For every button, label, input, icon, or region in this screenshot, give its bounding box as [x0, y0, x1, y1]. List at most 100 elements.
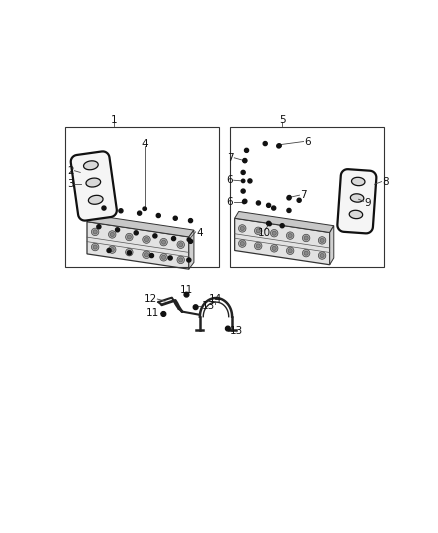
- Circle shape: [109, 246, 116, 253]
- Text: 12: 12: [143, 294, 156, 304]
- Circle shape: [160, 238, 167, 246]
- Text: 7: 7: [227, 153, 233, 163]
- Circle shape: [286, 232, 294, 239]
- Text: 5: 5: [279, 115, 286, 125]
- Circle shape: [239, 240, 246, 247]
- Circle shape: [184, 292, 189, 297]
- Circle shape: [138, 211, 141, 215]
- Circle shape: [126, 248, 133, 256]
- Polygon shape: [88, 195, 103, 204]
- Circle shape: [244, 148, 249, 152]
- Polygon shape: [86, 178, 101, 187]
- Circle shape: [160, 254, 167, 261]
- Circle shape: [239, 225, 246, 232]
- Circle shape: [320, 254, 324, 257]
- Circle shape: [254, 227, 262, 235]
- Circle shape: [243, 158, 247, 163]
- Circle shape: [241, 171, 245, 174]
- Circle shape: [102, 206, 106, 210]
- Circle shape: [302, 235, 310, 242]
- Circle shape: [109, 231, 116, 238]
- Text: 2: 2: [67, 166, 74, 176]
- Circle shape: [277, 144, 281, 148]
- Text: 13: 13: [201, 301, 215, 311]
- Circle shape: [173, 216, 177, 220]
- Circle shape: [172, 237, 176, 241]
- Circle shape: [93, 245, 97, 249]
- Circle shape: [156, 214, 160, 217]
- Circle shape: [278, 144, 281, 147]
- Circle shape: [187, 258, 191, 262]
- Circle shape: [149, 254, 154, 257]
- Circle shape: [256, 229, 260, 233]
- Polygon shape: [235, 212, 334, 232]
- Polygon shape: [337, 169, 376, 233]
- Circle shape: [126, 233, 133, 241]
- Text: 7: 7: [300, 190, 307, 200]
- Circle shape: [288, 196, 291, 199]
- Circle shape: [241, 189, 245, 193]
- Text: 10: 10: [258, 228, 271, 238]
- Circle shape: [134, 231, 138, 235]
- Circle shape: [318, 252, 326, 259]
- Circle shape: [241, 179, 245, 183]
- Text: 6: 6: [304, 136, 311, 147]
- Circle shape: [187, 238, 191, 241]
- Circle shape: [270, 230, 278, 237]
- Circle shape: [320, 238, 324, 243]
- Circle shape: [304, 251, 308, 255]
- Circle shape: [92, 228, 99, 236]
- Circle shape: [162, 255, 166, 260]
- Text: 14: 14: [208, 294, 222, 304]
- Circle shape: [153, 234, 157, 238]
- Polygon shape: [84, 161, 98, 170]
- Circle shape: [286, 247, 294, 254]
- Polygon shape: [87, 222, 189, 269]
- Circle shape: [177, 241, 184, 248]
- Circle shape: [256, 244, 260, 248]
- Circle shape: [243, 199, 247, 203]
- Circle shape: [107, 248, 111, 253]
- Circle shape: [143, 251, 150, 259]
- Circle shape: [272, 246, 276, 251]
- Circle shape: [288, 233, 292, 238]
- Circle shape: [116, 228, 120, 232]
- Circle shape: [240, 227, 244, 230]
- Circle shape: [243, 200, 246, 204]
- Circle shape: [97, 225, 101, 229]
- Circle shape: [243, 159, 247, 163]
- Polygon shape: [87, 215, 194, 237]
- Text: 4: 4: [141, 139, 148, 149]
- Circle shape: [304, 236, 308, 240]
- Circle shape: [267, 221, 271, 225]
- Text: 6: 6: [226, 175, 233, 185]
- Circle shape: [177, 256, 184, 264]
- Polygon shape: [235, 218, 330, 265]
- Circle shape: [119, 209, 123, 213]
- Circle shape: [263, 142, 267, 146]
- Polygon shape: [71, 151, 117, 221]
- Circle shape: [254, 242, 262, 249]
- Circle shape: [179, 243, 183, 247]
- Circle shape: [302, 249, 310, 257]
- Text: 1: 1: [111, 115, 117, 125]
- Circle shape: [110, 248, 114, 252]
- Circle shape: [127, 250, 131, 254]
- Circle shape: [240, 241, 244, 246]
- Circle shape: [270, 245, 278, 252]
- Circle shape: [297, 198, 301, 203]
- Polygon shape: [330, 225, 334, 265]
- Circle shape: [288, 249, 292, 253]
- Circle shape: [162, 240, 166, 244]
- Circle shape: [226, 326, 230, 331]
- Polygon shape: [352, 177, 365, 185]
- Polygon shape: [350, 194, 364, 202]
- Circle shape: [145, 238, 148, 241]
- Circle shape: [179, 258, 183, 262]
- Bar: [230, 127, 384, 268]
- Text: 11: 11: [180, 285, 193, 295]
- Circle shape: [272, 231, 276, 235]
- Polygon shape: [349, 210, 363, 219]
- Text: 11: 11: [146, 308, 159, 318]
- Circle shape: [256, 201, 261, 205]
